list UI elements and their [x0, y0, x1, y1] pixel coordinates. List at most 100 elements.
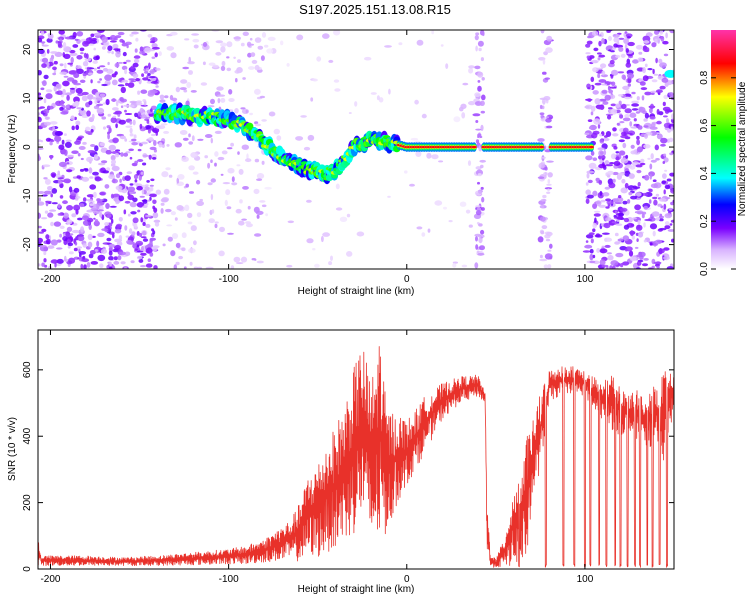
noise-speckle [104, 222, 109, 226]
noise-speckle [617, 238, 624, 242]
noise-speckle [478, 47, 482, 52]
snr-x-axis-label: Height of straight line (km) [298, 584, 415, 595]
noise-speckle [431, 30, 435, 35]
noise-speckle [62, 88, 66, 96]
noise-speckle [635, 164, 643, 168]
noise-speckle [481, 196, 485, 203]
noise-speckle [93, 217, 96, 220]
noise-speckle [86, 217, 94, 223]
noise-speckle [99, 192, 106, 196]
noise-speckle [109, 40, 117, 43]
noise-speckle [134, 112, 138, 118]
noise-speckle [660, 143, 666, 147]
noise-speckle [545, 238, 551, 242]
noise-speckle [286, 264, 293, 268]
noise-speckle [131, 231, 136, 236]
noise-speckle [226, 67, 232, 72]
noise-speckle [59, 106, 64, 111]
noise-speckle [477, 85, 482, 92]
noise-speckle [460, 103, 467, 110]
noise-speckle [475, 32, 480, 36]
noise-speckle [53, 221, 62, 227]
noise-speckle [86, 156, 94, 163]
noise-speckle [123, 61, 127, 64]
noise-speckle [648, 188, 653, 193]
noise-speckle [661, 180, 667, 184]
noise-speckle [667, 128, 672, 133]
snr-panel: -200 -100 0 100 0 200 400 600 Height of straig… [7, 329, 675, 595]
noise-speckle [99, 142, 105, 147]
noise-speckle [234, 108, 239, 114]
noise-speckle [81, 91, 89, 96]
noise-speckle [618, 150, 626, 156]
noise-speckle [592, 157, 598, 161]
noise-speckle [612, 265, 616, 269]
noise-speckle [641, 213, 645, 219]
noise-speckle [584, 244, 593, 249]
noise-speckle [264, 186, 272, 190]
noise-speckle [612, 178, 616, 183]
noise-speckle [475, 45, 478, 52]
noise-speckle [237, 59, 241, 63]
noise-speckle [587, 179, 593, 184]
noise-speckle [477, 71, 484, 78]
noise-speckle [586, 172, 590, 179]
noise-speckle [328, 59, 334, 63]
noise-speckle [593, 118, 601, 125]
noise-speckle [190, 225, 197, 232]
noise-speckle [128, 78, 136, 81]
noise-speckle [137, 159, 144, 162]
noise-speckle [615, 103, 621, 108]
noise-speckle [605, 217, 612, 222]
noise-speckle [632, 186, 641, 189]
noise-speckle [136, 231, 140, 236]
noise-speckle [128, 228, 133, 234]
noise-speckle [87, 72, 94, 75]
noise-speckle [221, 60, 226, 67]
noise-speckle [187, 212, 193, 219]
noise-speckle [585, 240, 589, 243]
noise-speckle [50, 172, 57, 178]
noise-speckle [93, 67, 97, 71]
noise-speckle [584, 132, 590, 135]
noise-speckle [152, 127, 160, 134]
noise-speckle [145, 263, 153, 268]
noise-speckle [659, 30, 664, 35]
noise-speckle [660, 35, 665, 42]
noise-speckle [166, 224, 173, 227]
noise-speckle [669, 152, 674, 156]
noise-speckle [108, 174, 116, 180]
noise-speckle [66, 77, 75, 82]
noise-speckle [86, 66, 90, 73]
noise-speckle [90, 144, 96, 147]
colorbar-tick-label: 0.2 [699, 214, 710, 228]
noise-speckle [654, 239, 663, 245]
noise-speckle [57, 177, 64, 180]
noise-speckle [140, 104, 148, 107]
noise-speckle [85, 126, 91, 131]
noise-speckle [107, 50, 111, 54]
noise-speckle [222, 182, 231, 185]
noise-speckle [155, 189, 162, 195]
noise-speckle [598, 163, 606, 169]
noise-speckle [59, 182, 64, 189]
noise-speckle [149, 77, 157, 82]
noise-speckle [107, 133, 110, 140]
noise-speckle [146, 180, 150, 183]
noise-speckle [76, 246, 83, 249]
noise-speckle [671, 113, 674, 120]
noise-speckle [438, 160, 444, 163]
noise-speckle [589, 232, 595, 236]
noise-speckle [94, 99, 98, 105]
noise-speckle [159, 94, 165, 100]
colorbar-tick-label: 0.6 [699, 118, 710, 132]
noise-speckle [253, 188, 260, 195]
noise-speckle [38, 263, 41, 267]
noise-speckle [364, 56, 372, 61]
noise-speckle [376, 95, 380, 101]
noise-speckle [649, 242, 653, 246]
noise-speckle [280, 40, 284, 46]
noise-speckle [479, 100, 485, 107]
noise-speckle [44, 264, 48, 268]
noise-speckle [126, 44, 129, 49]
